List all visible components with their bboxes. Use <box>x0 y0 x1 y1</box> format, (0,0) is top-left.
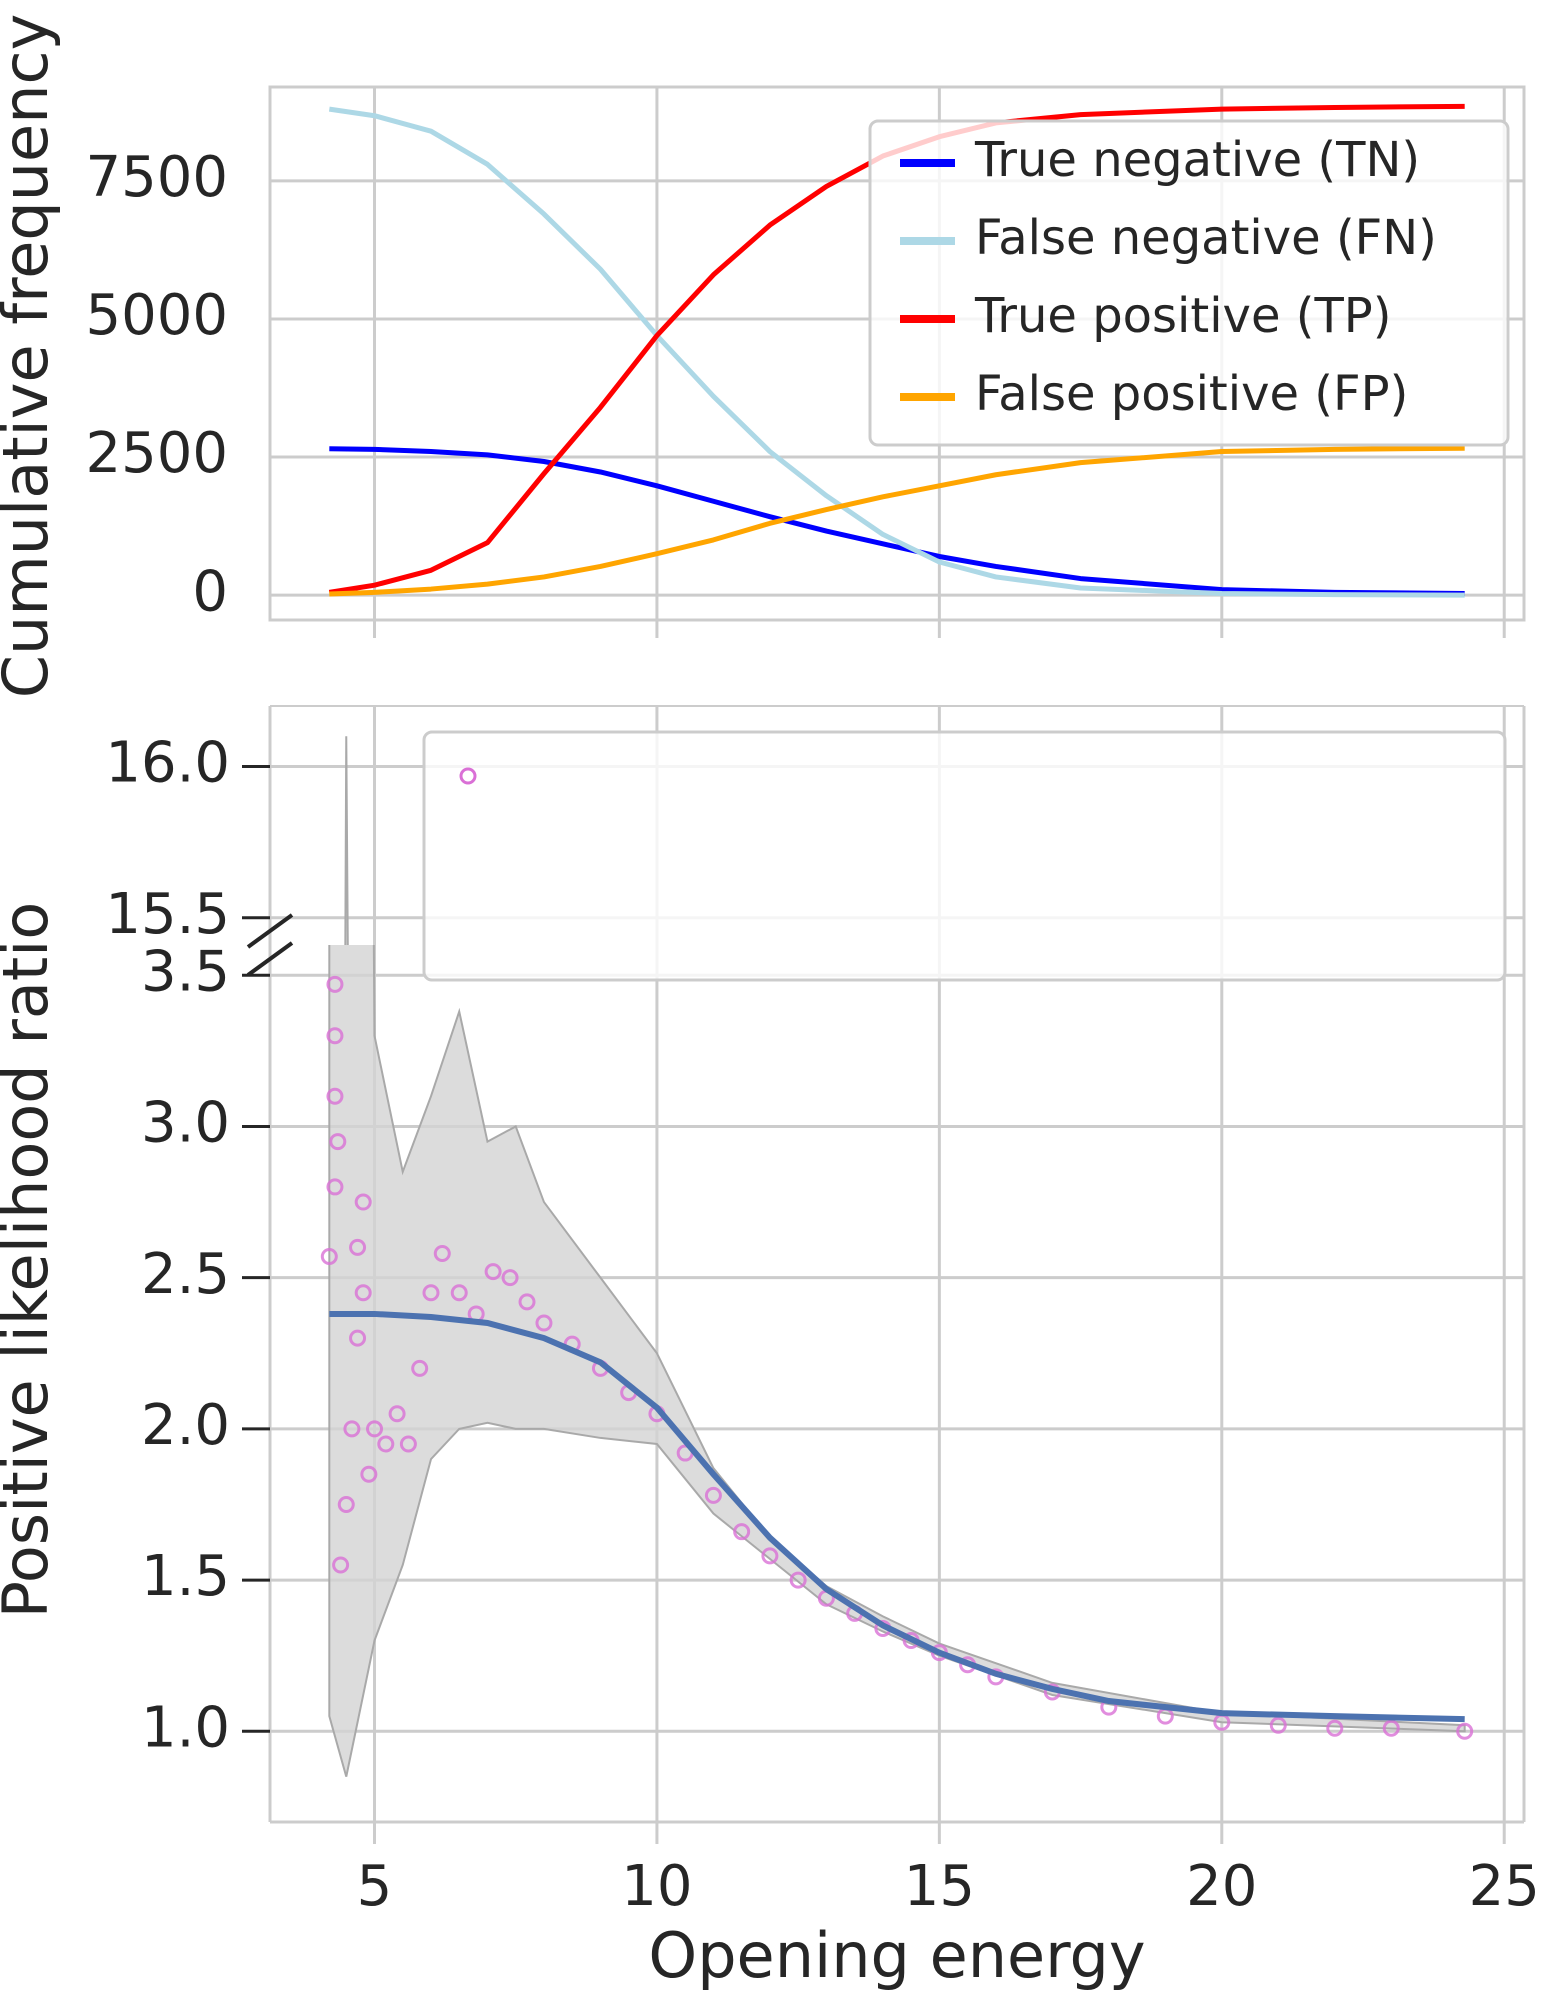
scatter-point <box>354 1284 372 1302</box>
scatter-point <box>349 1238 367 1256</box>
y-tick-label: 3.0 <box>141 1091 230 1156</box>
series-line <box>329 445 1465 597</box>
y-tick-label: 0 <box>192 559 228 624</box>
series-line <box>329 446 1465 596</box>
scatter-point <box>704 1486 722 1504</box>
y-tick-label: 15.5 <box>105 882 230 947</box>
legend-label: False negative (FN) <box>975 210 1437 266</box>
x-tick-label: 20 <box>1186 1854 1257 1919</box>
series-line <box>328 103 1465 595</box>
scatter-point <box>326 1027 344 1045</box>
x-tick-label: 10 <box>621 1854 692 1919</box>
x-axis-label: Opening energy <box>648 1919 1145 1992</box>
y-tick-label: 2.5 <box>141 1242 230 1307</box>
scatter-point <box>1456 1722 1474 1740</box>
legend-label: True positive (TP) <box>974 288 1391 344</box>
scatter-point <box>326 975 344 993</box>
scatter-point <box>354 1193 372 1211</box>
scatter-point <box>789 1571 807 1589</box>
scatter-point <box>733 1523 751 1541</box>
scatter-point <box>433 1244 451 1262</box>
scatter-point <box>1326 1719 1344 1737</box>
legend-swatch <box>459 767 477 785</box>
scatter-point <box>332 1556 350 1574</box>
legend-label: False positive (FP) <box>975 366 1408 422</box>
axis-break <box>246 941 294 977</box>
series-line <box>328 106 1465 598</box>
scatter-point <box>1269 1716 1287 1734</box>
scatter-point <box>518 1293 536 1311</box>
scatter-point <box>377 1435 395 1453</box>
scatter-point <box>411 1359 429 1377</box>
legend-box <box>422 730 1507 982</box>
scatter-point <box>366 1420 383 1438</box>
confidence-band <box>328 945 1466 1777</box>
scatter-point <box>349 1329 367 1347</box>
scatter-point <box>484 1263 502 1281</box>
scatter-point <box>450 1284 468 1302</box>
scatter-point <box>535 1314 553 1332</box>
fit-curve <box>329 1310 1465 1723</box>
y-tick-label: 1.5 <box>141 1544 230 1609</box>
scatter-point <box>329 1133 347 1151</box>
scatter-point <box>320 1247 338 1265</box>
scatter-point <box>422 1284 440 1302</box>
scatter-point <box>761 1547 779 1565</box>
scatter-point <box>343 1420 361 1438</box>
plot-frame <box>268 85 1526 622</box>
scatter-point <box>388 1405 406 1423</box>
x-tick-label: 5 <box>357 1854 393 1919</box>
y-tick-label: 5000 <box>85 283 228 348</box>
y-tick-label: 2500 <box>85 421 228 486</box>
x-tick-label: 15 <box>904 1854 975 1919</box>
scatter-point <box>1382 1719 1400 1737</box>
scatter-point <box>501 1269 519 1287</box>
y-tick-label: 16.0 <box>105 731 230 796</box>
y-tick-label: 7500 <box>85 145 228 210</box>
y-tick-label: 1.0 <box>141 1695 230 1760</box>
y-axis-label: Positive likelihood ratio <box>0 902 62 1619</box>
scatter-point <box>399 1435 417 1453</box>
axis-break <box>246 913 294 949</box>
legend-box <box>868 119 1510 447</box>
scatter-point <box>337 1495 355 1513</box>
legend-label: True negative (TN) <box>974 132 1420 188</box>
confidence-band <box>344 736 349 945</box>
y-axis-label: Cumulative frequency <box>0 14 62 699</box>
scatter-point <box>326 1178 344 1196</box>
y-tick-label: 3.5 <box>141 939 230 1004</box>
y-tick-label: 2.0 <box>141 1393 230 1458</box>
x-tick-label: 25 <box>1469 1854 1540 1919</box>
scatter-point <box>326 1087 344 1105</box>
scatter-point <box>360 1465 378 1483</box>
